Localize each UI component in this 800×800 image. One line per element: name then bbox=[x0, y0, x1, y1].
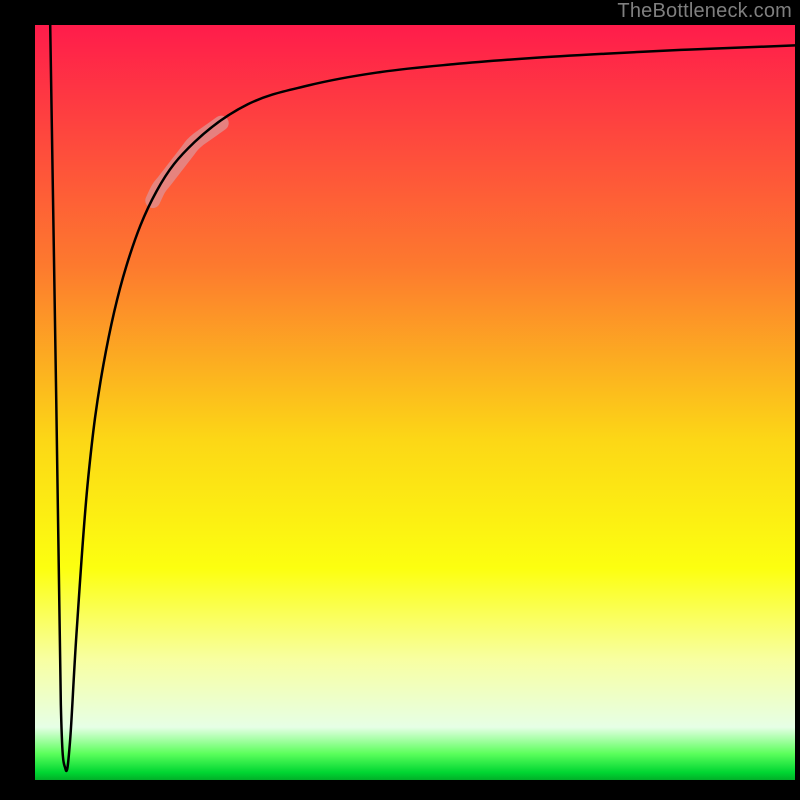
chart-canvas bbox=[0, 0, 800, 800]
bottleneck-chart: TheBottleneck.com bbox=[0, 0, 800, 800]
plot-gradient-background bbox=[35, 25, 795, 780]
